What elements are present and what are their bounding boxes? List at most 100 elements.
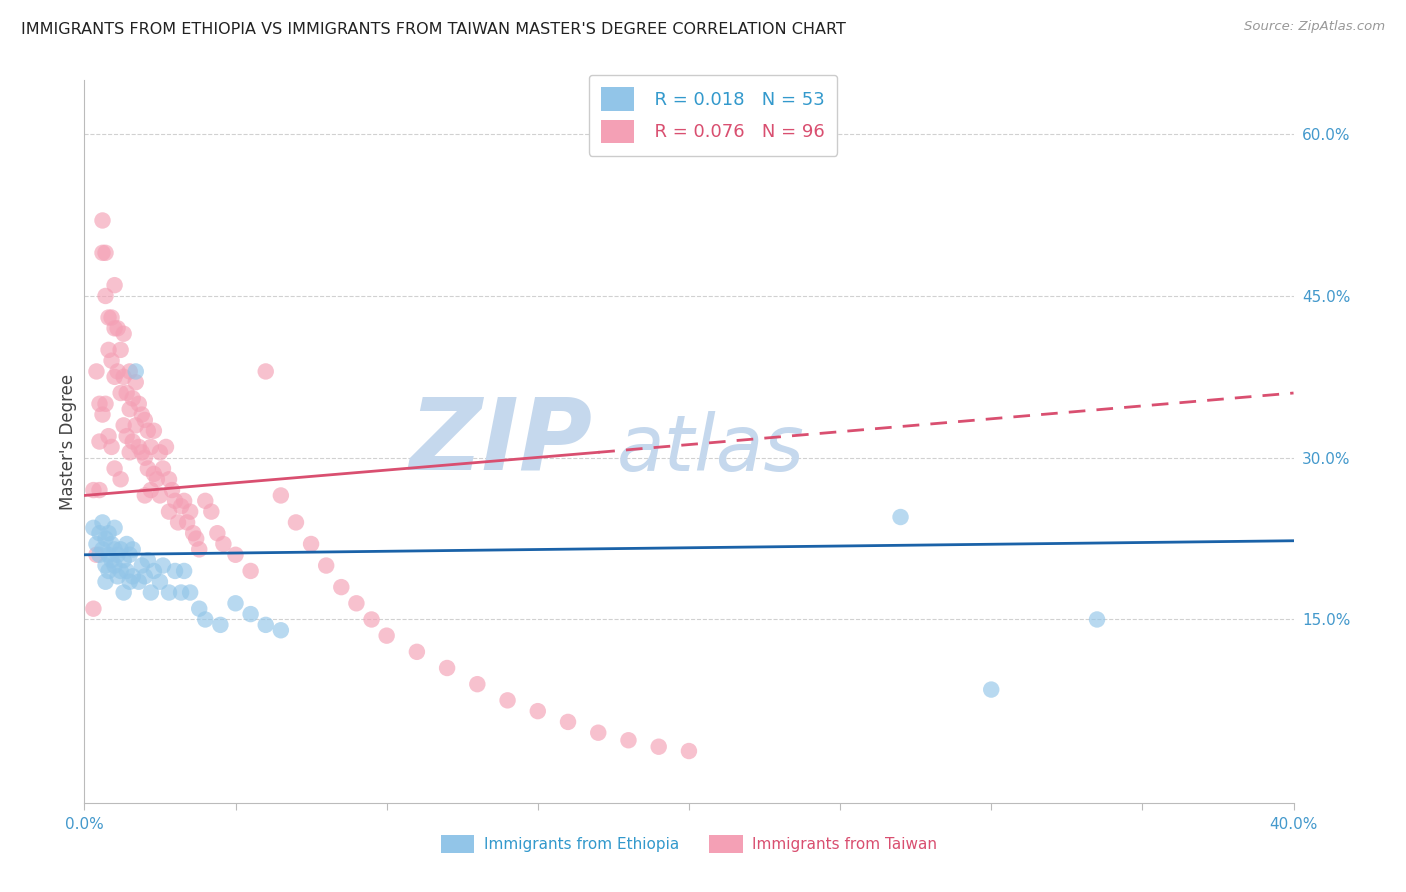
Point: [134, 569, 156, 583]
Point: [209, 618, 232, 632]
Point: [406, 645, 429, 659]
Point: [527, 704, 550, 718]
Point: [110, 542, 132, 557]
Point: [115, 564, 138, 578]
Point: [104, 558, 127, 573]
Point: [100, 440, 122, 454]
Point: [157, 505, 180, 519]
Point: [118, 402, 141, 417]
Point: [146, 472, 169, 486]
Point: [107, 321, 129, 335]
Point: [136, 553, 159, 567]
Point: [179, 505, 201, 519]
Point: [170, 585, 193, 599]
Point: [142, 564, 165, 578]
Point: [97, 343, 120, 357]
Point: [678, 744, 700, 758]
Point: [165, 493, 187, 508]
Point: [121, 542, 143, 557]
Point: [299, 537, 322, 551]
Point: [115, 537, 138, 551]
Point: [134, 413, 156, 427]
Point: [100, 537, 122, 551]
Point: [104, 321, 127, 335]
Point: [152, 461, 174, 475]
Point: [91, 542, 114, 557]
Point: [1085, 612, 1108, 626]
Point: [91, 245, 114, 260]
Point: [104, 461, 127, 475]
Point: [270, 624, 292, 638]
Point: [588, 725, 610, 739]
Point: [97, 564, 120, 578]
Point: [225, 596, 247, 610]
Point: [125, 418, 148, 433]
Point: [165, 564, 187, 578]
Point: [89, 397, 111, 411]
Point: [97, 548, 120, 562]
Point: [104, 542, 127, 557]
Point: [188, 542, 211, 557]
Text: IMMIGRANTS FROM ETHIOPIA VS IMMIGRANTS FROM TAIWAN MASTER'S DEGREE CORRELATION C: IMMIGRANTS FROM ETHIOPIA VS IMMIGRANTS F…: [21, 22, 846, 37]
Text: atlas: atlas: [616, 410, 804, 487]
Point: [89, 434, 111, 449]
Point: [82, 521, 104, 535]
Point: [131, 558, 153, 573]
Point: [254, 618, 277, 632]
Point: [139, 585, 162, 599]
Point: [436, 661, 458, 675]
Point: [89, 548, 111, 562]
Point: [112, 369, 135, 384]
Point: [200, 505, 222, 519]
Point: [118, 574, 141, 589]
Point: [110, 472, 132, 486]
Point: [82, 483, 104, 497]
Point: [94, 574, 117, 589]
Point: [104, 369, 127, 384]
Point: [97, 310, 120, 325]
Point: [315, 558, 337, 573]
Point: [285, 516, 308, 530]
Point: [173, 493, 195, 508]
Point: [94, 245, 117, 260]
Point: [157, 585, 180, 599]
Point: [170, 500, 193, 514]
Point: [181, 526, 204, 541]
Point: [225, 548, 247, 562]
Point: [94, 397, 117, 411]
Point: [375, 629, 398, 643]
Point: [128, 397, 150, 411]
Point: [91, 408, 114, 422]
Point: [82, 601, 104, 615]
Point: [179, 585, 201, 599]
Point: [157, 472, 180, 486]
Point: [890, 510, 912, 524]
Y-axis label: Master's Degree: Master's Degree: [59, 374, 77, 509]
Point: [980, 682, 1002, 697]
Point: [91, 516, 114, 530]
Point: [115, 429, 138, 443]
Point: [212, 537, 235, 551]
Point: [496, 693, 519, 707]
Point: [94, 558, 117, 573]
Legend: Immigrants from Ethiopia, Immigrants from Taiwan: Immigrants from Ethiopia, Immigrants fro…: [433, 827, 945, 860]
Point: [557, 714, 579, 729]
Point: [94, 532, 117, 546]
Point: [97, 526, 120, 541]
Point: [207, 526, 229, 541]
Point: [107, 569, 129, 583]
Text: Source: ZipAtlas.com: Source: ZipAtlas.com: [1244, 20, 1385, 33]
Point: [167, 516, 190, 530]
Point: [91, 213, 114, 227]
Point: [173, 564, 195, 578]
Point: [149, 488, 172, 502]
Point: [142, 424, 165, 438]
Point: [139, 440, 162, 454]
Point: [86, 537, 108, 551]
Point: [89, 526, 111, 541]
Point: [112, 418, 135, 433]
Point: [360, 612, 382, 626]
Point: [110, 564, 132, 578]
Point: [128, 440, 150, 454]
Point: [194, 612, 217, 626]
